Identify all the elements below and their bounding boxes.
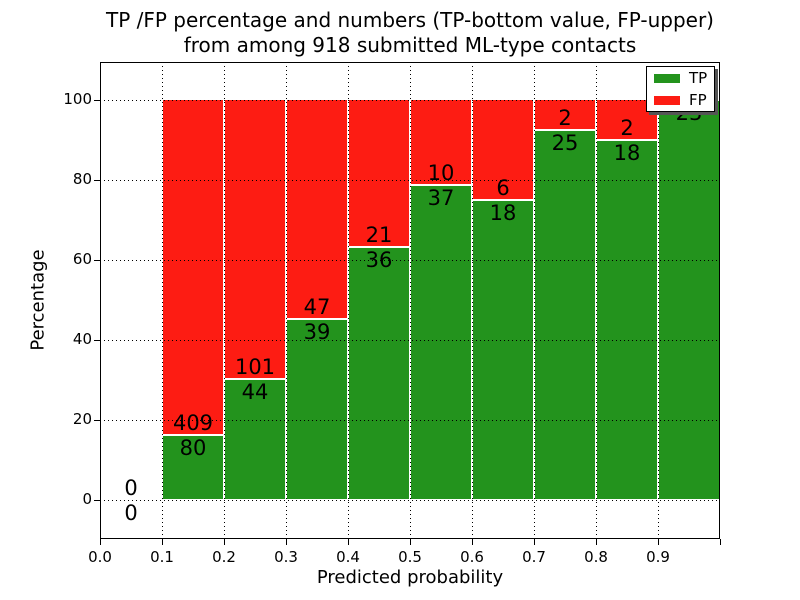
bar-fp [286,100,348,319]
x-tick [162,539,163,545]
x-tick-label: 0.8 [584,548,608,566]
legend-row-tp: TP [647,68,714,89]
chart-title: TP /FP percentage and numbers (TP-bottom… [100,8,720,58]
bar-fp [162,100,224,435]
bar-label-tp: 0 [124,501,138,525]
x-tick-label: 0.4 [336,548,360,566]
y-tick [94,180,100,181]
bar-label-tp: 80 [179,435,207,460]
bar-label-tp: 25 [551,130,579,155]
bar-label-tp: 39 [303,319,331,344]
x-tick [472,539,473,545]
legend-row-fp: FP [647,90,714,111]
x-tick-label: 0.7 [522,548,546,566]
bar-tp [534,129,596,500]
legend-label-fp: FP [689,91,707,109]
x-tick [410,539,411,545]
x-tick-label: 0.3 [274,548,298,566]
bar-label-tp: 36 [365,248,393,273]
bar-label-fp: 0 [124,476,138,500]
y-tick-label: 40 [72,330,92,348]
x-tick-label: 0.2 [212,548,236,566]
x-tick [534,539,535,545]
grid-line-vertical [162,62,163,539]
x-tick [224,539,225,545]
bar-fp [224,100,286,379]
bar-label-fp: 2 [558,105,572,130]
y-tick [94,420,100,421]
grid-line-vertical [348,62,349,539]
x-axis-label: Predicted probability [316,567,504,588]
x-tick-label: 0.0 [88,548,112,566]
y-tick [94,340,100,341]
bar-tp [596,140,658,500]
x-tick [286,539,287,545]
legend: TP FP [646,66,715,112]
plot-area: 0 20 40 60 80 100 0.0 0.1 0.2 0.3 0.4 0.5 0.6 0.7 0.8 0… [63,62,721,566]
bar-label-fp: 6 [496,176,510,200]
bar-fp [410,100,472,186]
chart-title-line2: from among 918 submitted ML-type contact… [183,33,637,57]
bar-tp [348,247,410,500]
bar-label-fp: 47 [303,294,331,319]
legend-swatch-tp [654,74,680,83]
x-tick-label: 0.9 [646,548,670,566]
grid-line-vertical [472,62,473,539]
y-tick-label: 60 [72,250,92,268]
bar-fp [534,100,596,130]
y-tick-label: 0 [82,490,92,508]
x-tick-label: 0.6 [460,548,484,566]
x-tick [720,539,721,545]
bar-label-fp: 21 [365,223,393,248]
y-tick [94,100,100,101]
x-tick [658,539,659,545]
grid-line-vertical [410,62,411,539]
bar-label-fp: 10 [427,161,455,186]
grid-line-vertical [658,62,659,539]
bar-label-fp: 409 [172,410,214,435]
x-tick [596,539,597,545]
y-tick-label: 20 [72,410,92,428]
bar-tp [472,200,534,500]
bar-label-tp: 18 [613,141,641,165]
bar-tp [410,185,472,500]
y-tick [94,500,100,501]
bar-label-tp: 44 [241,379,269,404]
bar-label-fp: 101 [234,354,276,379]
x-tick-label: 0.5 [398,548,422,566]
x-tick-label: 0.1 [150,548,174,566]
legend-swatch-fp [654,96,680,105]
bar-tp [658,100,720,500]
bar-tp [286,318,348,500]
bar-label-tp: 37 [427,186,455,211]
y-axis-label: Percentage [27,249,49,351]
legend-label-tp: TP [689,69,708,87]
grid-line-vertical [534,62,535,539]
bar-label-fp: 2 [620,116,634,140]
y-tick [94,260,100,261]
grid-line-vertical [224,62,225,539]
x-tick [348,539,349,545]
grid-line-vertical [286,62,287,539]
x-tick [100,539,101,545]
y-tick-label: 80 [72,170,92,188]
y-tick-label: 100 [63,90,92,108]
chart-title-line1: TP /FP percentage and numbers (TP-bottom… [106,8,714,32]
bar-label-tp: 18 [489,201,517,225]
grid-line-vertical [596,62,597,539]
